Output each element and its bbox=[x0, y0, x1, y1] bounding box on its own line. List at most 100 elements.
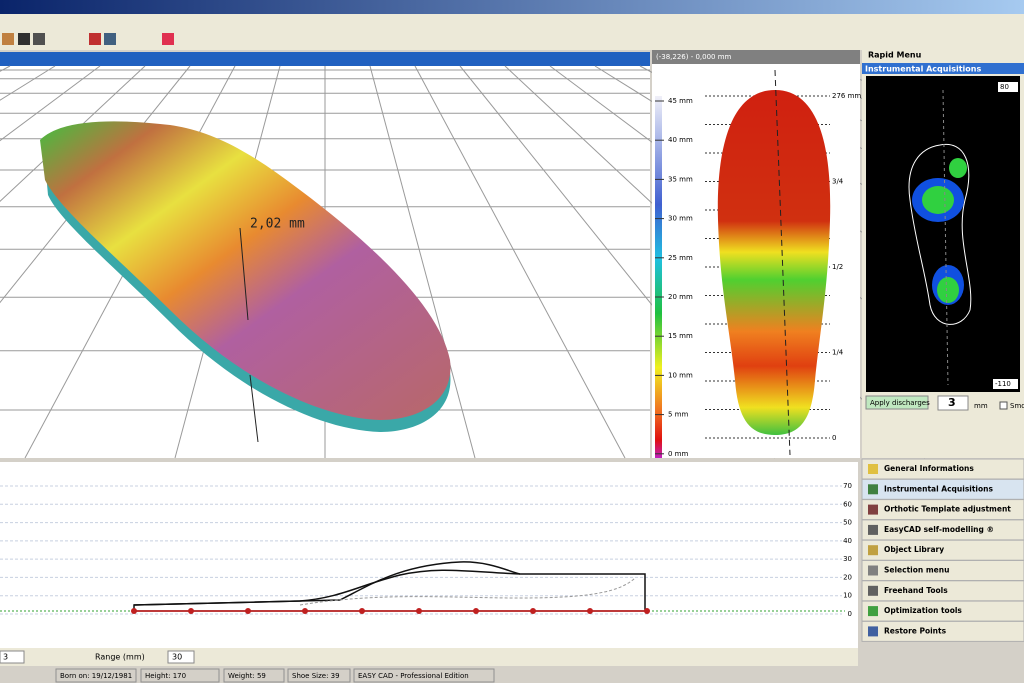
menu-icon bbox=[868, 484, 878, 495]
status-text: Weight: 59 bbox=[228, 672, 266, 680]
pressure-area bbox=[922, 186, 954, 214]
scale-label: 5 mm bbox=[668, 411, 688, 419]
control-point[interactable] bbox=[131, 608, 137, 614]
menu-icon bbox=[868, 585, 878, 596]
tool-icon[interactable] bbox=[2, 33, 14, 45]
control-point[interactable] bbox=[245, 608, 251, 614]
tool-icon[interactable] bbox=[33, 33, 45, 45]
profile-grid: 70 60 50 40 30 20 10 0 bbox=[0, 482, 852, 618]
left-value: 3 bbox=[3, 653, 8, 662]
checkbox[interactable] bbox=[999, 401, 1008, 410]
color-bar bbox=[655, 96, 662, 458]
tool-icon[interactable] bbox=[104, 33, 116, 45]
foot-label: 1/4 bbox=[832, 349, 844, 357]
menu-label: General Informations bbox=[884, 464, 974, 473]
y-tick-label: 10 bbox=[843, 592, 852, 600]
view-header bbox=[0, 52, 650, 66]
pressure-map bbox=[866, 76, 1020, 392]
control-point[interactable] bbox=[644, 608, 650, 614]
control-points[interactable] bbox=[131, 608, 650, 614]
map-header bbox=[652, 50, 860, 64]
toolbar-icons[interactable] bbox=[2, 33, 174, 45]
min-field[interactable] bbox=[993, 379, 1018, 389]
tool-icon[interactable] bbox=[162, 33, 174, 45]
rapid-menu-title: Rapid Menu bbox=[868, 51, 922, 60]
scale-label: 35 mm bbox=[668, 175, 693, 183]
section-header bbox=[862, 63, 1024, 74]
control-point[interactable] bbox=[359, 608, 365, 614]
foot-label: 276 mm bbox=[832, 92, 861, 100]
range-value: 30 bbox=[172, 653, 182, 662]
range-label: Range (mm) bbox=[95, 653, 145, 662]
foot-label: 1/2 bbox=[832, 263, 843, 271]
title-bar bbox=[0, 0, 1024, 14]
profile-chart bbox=[0, 462, 858, 648]
status-text: Born on: 19/12/1981 bbox=[60, 672, 132, 680]
menu-icon bbox=[868, 524, 878, 535]
toolbar bbox=[0, 14, 1024, 50]
tool-icon[interactable] bbox=[18, 33, 30, 45]
axis-line bbox=[942, 89, 949, 386]
menu-label: Selection menu bbox=[884, 566, 949, 575]
y-tick-label: 30 bbox=[843, 555, 852, 563]
y-tick-label: 20 bbox=[843, 573, 852, 581]
menu-item[interactable] bbox=[861, 620, 1024, 642]
menu-icon bbox=[868, 504, 878, 515]
menu-icon bbox=[868, 545, 878, 556]
grid-line bbox=[414, 65, 626, 459]
control-point[interactable] bbox=[188, 608, 194, 614]
menu-icon bbox=[868, 464, 878, 474]
range-field[interactable] bbox=[167, 650, 195, 664]
pressure-area bbox=[949, 158, 967, 178]
spin-unit: mm bbox=[974, 402, 988, 410]
status-text: Shoe Size: 39 bbox=[292, 672, 340, 680]
insole-3d bbox=[40, 121, 451, 421]
control-point[interactable] bbox=[473, 608, 479, 614]
y-tick-label: 0 bbox=[848, 610, 852, 618]
scale-label: 45 mm bbox=[668, 97, 693, 105]
y-tick-label: 40 bbox=[843, 537, 852, 545]
pressure-area bbox=[937, 277, 959, 303]
scale-label: 20 mm bbox=[668, 293, 693, 301]
menu-label: Object Library bbox=[884, 545, 944, 554]
max-value: 80 bbox=[1000, 83, 1009, 91]
status-bar bbox=[0, 667, 1024, 683]
apply-button[interactable] bbox=[865, 395, 929, 410]
menu-label: Instrumental Acquisitions bbox=[884, 484, 993, 493]
status-field bbox=[353, 668, 495, 683]
scale-label: 25 mm bbox=[668, 254, 693, 262]
scale-label: 40 mm bbox=[668, 136, 693, 144]
measure-line bbox=[249, 374, 259, 443]
menu-label: Freehand Tools bbox=[884, 586, 948, 595]
control-point[interactable] bbox=[530, 608, 536, 614]
profile-curve bbox=[133, 561, 646, 612]
apply-label: Apply discharges bbox=[870, 399, 930, 407]
y-tick-label: 50 bbox=[843, 519, 852, 527]
foot-map-labels: 276 mm 3/4 1/2 1/4 0 bbox=[832, 92, 861, 442]
scale-label: 10 mm bbox=[668, 371, 693, 379]
scale-label: 15 mm bbox=[668, 332, 693, 340]
menu-icon bbox=[868, 626, 878, 637]
menu-label: Orthotic Template adjustment bbox=[884, 505, 1011, 514]
scale-label: 30 mm bbox=[668, 215, 693, 223]
left-field[interactable] bbox=[0, 650, 25, 664]
status-field bbox=[55, 668, 137, 683]
control-point[interactable] bbox=[416, 608, 422, 614]
measure-label: 2,02 mm bbox=[250, 217, 305, 232]
grid-line bbox=[369, 65, 476, 459]
control-point[interactable] bbox=[302, 608, 308, 614]
status-field bbox=[223, 668, 285, 683]
axis-line bbox=[774, 69, 791, 456]
min-value: -110 bbox=[995, 380, 1011, 388]
color-scale: 45 mm 40 mm 35 mm 30 mm 25 mm 20 mm 15 mm 10 mm… bbox=[655, 97, 693, 458]
max-field[interactable] bbox=[998, 82, 1018, 92]
control-point[interactable] bbox=[587, 608, 593, 614]
menu-label: EasyCAD self-modelling ® bbox=[884, 525, 994, 534]
map-header-text: (-38,226) - 0,000 mm bbox=[656, 53, 732, 61]
spin-value: 3 bbox=[948, 396, 956, 409]
status-field bbox=[287, 668, 351, 683]
spin-field[interactable] bbox=[937, 395, 969, 411]
tool-icon[interactable] bbox=[89, 33, 101, 45]
profile-controls bbox=[0, 648, 858, 666]
